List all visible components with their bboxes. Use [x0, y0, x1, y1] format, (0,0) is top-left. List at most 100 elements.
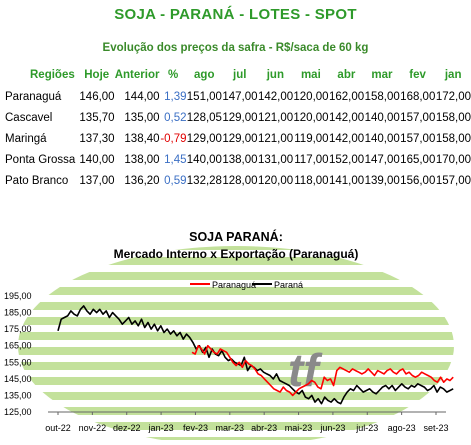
- x-tick-label: jan-23: [148, 423, 174, 433]
- region-cell: Maringá: [5, 132, 47, 145]
- y-tick-label: 185,00: [4, 308, 32, 318]
- month-price-cell: 142,00: [257, 90, 294, 103]
- percent-change-cell: 1,39: [164, 90, 187, 103]
- month-price-cell: 147,00: [364, 153, 400, 166]
- month-price-cell: 138,00: [222, 153, 258, 166]
- legend-label: Paraná: [274, 280, 303, 290]
- month-price-cell: 170,00: [435, 153, 471, 166]
- y-tick-label: 155,00: [4, 357, 32, 367]
- month-price-cell: 142,00: [328, 132, 365, 145]
- y-tick-label: 175,00: [4, 324, 32, 334]
- column-header: Regiões: [30, 69, 75, 81]
- column-header: Anterior: [114, 69, 160, 81]
- chart-subtitle: Mercado Interno x Exportação (Paranaguá): [114, 247, 359, 261]
- x-tick-label: dez-22: [113, 423, 141, 433]
- month-price-cell: 132,28: [186, 174, 222, 187]
- percent-change-cell: 0,59: [164, 174, 187, 187]
- percent-change-cell: 0,52: [164, 111, 187, 124]
- table-row: Ponta Grossa 140,00 138,00 1,45 140,00 138,00…: [0, 149, 471, 170]
- page-subtitle: Evolução dos preços da safra - R$/saca d…: [102, 42, 369, 54]
- month-price-cell: 129,00: [222, 111, 258, 124]
- table-row: Maringá 137,30 138,40 -0,79 129,00 129,00 121,…: [0, 128, 471, 149]
- column-header: Hoje: [84, 69, 110, 81]
- previous-price-cell: 144,00: [124, 90, 160, 103]
- column-header: mai: [300, 69, 321, 81]
- month-price-cell: 162,00: [328, 90, 365, 103]
- month-price-cell: 128,05: [186, 111, 222, 124]
- x-tick-label: set-23: [423, 423, 448, 433]
- previous-price-cell: 135,00: [124, 111, 160, 124]
- column-header: jun: [266, 69, 284, 81]
- region-cell: Ponta Grossa: [5, 153, 76, 166]
- month-price-cell: 157,00: [435, 174, 471, 187]
- background-stripe: [18, 377, 454, 385]
- x-tick-label: ago-23: [388, 423, 416, 433]
- background-stripe: [18, 287, 454, 295]
- month-price-cell: 119,00: [294, 132, 329, 145]
- month-price-cell: 140,00: [364, 132, 400, 145]
- month-price-cell: 165,00: [400, 153, 436, 166]
- background-stripe: [18, 317, 454, 325]
- y-tick-label: 165,00: [4, 341, 32, 351]
- month-price-cell: 141,00: [328, 174, 365, 187]
- month-price-cell: 142,00: [328, 111, 365, 124]
- background-stripe: [18, 257, 454, 265]
- column-header: jul: [233, 69, 247, 81]
- month-price-cell: 121,00: [257, 132, 294, 145]
- column-header: mar: [371, 69, 393, 81]
- month-price-cell: 121,00: [257, 111, 294, 124]
- month-price-cell: 118,00: [294, 174, 329, 187]
- y-tick-label: 195,00: [4, 291, 32, 301]
- background-stripe: [18, 422, 454, 430]
- column-header: %: [167, 69, 179, 81]
- month-price-cell: 158,00: [364, 90, 400, 103]
- column-header: abr: [337, 69, 356, 81]
- region-cell: Paranaguá: [5, 90, 62, 103]
- background-stripe: [18, 407, 454, 415]
- x-tick-label: abr-23: [251, 423, 277, 433]
- month-price-cell: 152,00: [328, 153, 365, 166]
- x-tick-label: nov-22: [79, 423, 107, 433]
- today-price-cell: 140,00: [79, 153, 115, 166]
- column-header: ago: [194, 69, 215, 81]
- region-cell: Pato Branco: [5, 174, 69, 187]
- chart-svg: SOJA PARANÁ: Mercado Interno x Exportação…: [4, 229, 454, 445]
- month-price-cell: 157,00: [400, 111, 436, 124]
- today-price-cell: 137,30: [79, 132, 115, 145]
- percent-change-cell: 1,45: [164, 153, 187, 166]
- month-price-cell: 140,00: [186, 153, 222, 166]
- background-stripe: [18, 302, 454, 310]
- table-row: Paranaguá 146,00 144,00 1,39 151,00 147,00 142…: [0, 86, 471, 107]
- month-price-cell: 120,00: [293, 111, 329, 124]
- background-stripe: [18, 392, 454, 400]
- y-tick-label: 125,00: [4, 407, 32, 417]
- chart-title: SOJA PARANÁ:: [189, 229, 283, 244]
- month-price-cell: 139,00: [364, 174, 400, 187]
- background-stripes: [18, 246, 454, 445]
- x-tick-label: fev-23: [183, 423, 208, 433]
- price-chart: SOJA PARANÁ: Mercado Interno x Exportação…: [0, 228, 471, 445]
- month-price-cell: 172,00: [435, 90, 471, 103]
- background-stripe: [18, 347, 454, 355]
- month-price-cell: 168,00: [400, 90, 436, 103]
- region-cell: Cascavel: [5, 111, 53, 124]
- x-tick-label: mai-23: [285, 423, 313, 433]
- month-price-cell: 158,00: [435, 111, 471, 124]
- column-header: fev: [409, 69, 426, 81]
- month-price-cell: 158,00: [435, 132, 471, 145]
- x-tick-label: jun-23: [319, 423, 345, 433]
- series-line-paranagua: [191, 344, 454, 397]
- previous-price-cell: 138,40: [124, 132, 160, 145]
- legend-label: Paranaguá: [212, 280, 256, 290]
- price-table: Regiões Hoje Anterior% ago jul jun mai abr mar fe…: [0, 64, 471, 191]
- background-stripe: [18, 272, 454, 280]
- month-price-cell: 157,00: [400, 132, 436, 145]
- background-stripe: [18, 332, 454, 340]
- previous-price-cell: 138,00: [124, 153, 160, 166]
- month-price-cell: 131,00: [257, 153, 294, 166]
- today-price-cell: 137,00: [79, 174, 115, 187]
- y-tick-label: 145,00: [4, 374, 32, 384]
- month-price-cell: 129,00: [222, 132, 258, 145]
- month-price-cell: 151,00: [186, 90, 222, 103]
- previous-price-cell: 136,20: [124, 174, 160, 187]
